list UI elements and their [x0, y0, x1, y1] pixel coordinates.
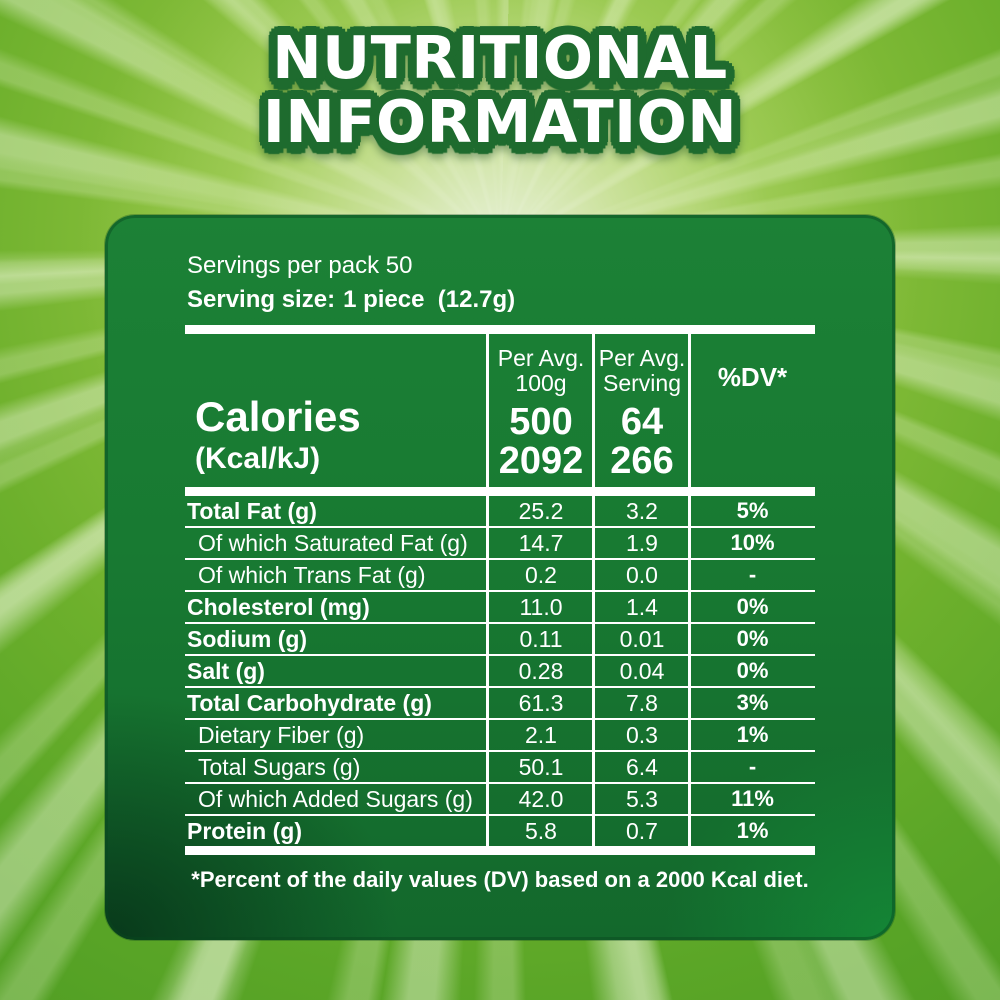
row-dv-value: - [748, 754, 757, 779]
table-row: Total Carbohydrate (g) 61.3 7.8 3% [185, 686, 815, 718]
row-dv-value: 5% [736, 498, 769, 523]
table-row: Dietary Fiber (g) 2.1 0.3 1% [185, 718, 815, 750]
col2-header-line1: Per Avg. [598, 345, 686, 371]
row-per-100g-value: 25.2 [518, 497, 564, 524]
calories-per-100g-kj: 2092 [498, 440, 584, 482]
row-per-100g-value: 0.2 [525, 561, 557, 588]
row-dv-value: 1% [736, 722, 769, 747]
row-per-serving-value: 0.3 [626, 721, 658, 748]
column-per-serving: Per Avg. Serving 64 266 [594, 334, 690, 487]
row-per-100g-value: 11.0 [519, 593, 563, 620]
calories-per-serving-kj: 266 [610, 440, 674, 482]
row-per-serving-value: 5.3 [626, 785, 658, 812]
row-label: Of which Added Sugars (g) [198, 785, 473, 812]
row-per-serving-value: 0.7 [626, 817, 658, 844]
serving-info: Servings per pack 50 Serving size: 1 piec… [187, 251, 515, 316]
row-per-serving-value: 0.04 [619, 657, 665, 684]
row-label: Salt (g) [187, 657, 265, 684]
row-label: Total Sugars (g) [198, 753, 361, 780]
table-mid-bar [185, 487, 815, 496]
title-line-1: NUTRITIONAL [272, 23, 728, 92]
row-label: Protein (g) [187, 817, 302, 844]
table-rows: Total Fat (g) 25.2 3.2 5% Of which Satur… [185, 496, 815, 846]
table-row: Total Sugars (g) 50.1 6.4 - [185, 750, 815, 782]
nutrition-table: Calories (Kcal/kJ) Per Avg. 100g 500 209… [185, 325, 815, 855]
row-dv-value: 0% [736, 594, 769, 619]
table-top-bar [185, 325, 815, 334]
calories-cell: Calories (Kcal/kJ) [185, 334, 488, 487]
table-bottom-bar [185, 846, 815, 855]
column-per-100g: Per Avg. 100g 500 2092 [488, 334, 594, 487]
row-dv-value: 3% [736, 690, 769, 715]
calories-unit: (Kcal/kJ) [195, 442, 321, 475]
row-per-serving-value: 1.9 [626, 529, 658, 556]
page-title: NUTRITIONAL INFORMATION [0, 26, 1000, 154]
row-per-serving-value: 0.0 [626, 561, 658, 588]
row-label: Total Carbohydrate (g) [187, 689, 432, 716]
row-per-100g-value: 61.3 [518, 689, 564, 716]
row-per-serving-value: 3.2 [626, 497, 658, 524]
row-per-100g-value: 5.8 [525, 817, 557, 844]
calories-label: Calories [195, 393, 361, 440]
table-row: Salt (g) 0.28 0.04 0% [185, 654, 815, 686]
title-line-2: INFORMATION [262, 87, 738, 156]
table-row: Of which Saturated Fat (g) 14.7 1.9 10% [185, 526, 815, 558]
row-label: Dietary Fiber (g) [198, 721, 365, 748]
calories-per-100g-kcal: 500 [509, 401, 573, 443]
row-dv-value: - [748, 562, 757, 587]
dv-footnote: *Percent of the daily values (DV) based … [191, 867, 809, 892]
row-per-100g-value: 14.7 [518, 529, 564, 556]
dv-header: %DV* [717, 362, 788, 392]
row-per-100g-value: 0.11 [519, 625, 563, 652]
table-header: Calories (Kcal/kJ) Per Avg. 100g 500 209… [185, 334, 815, 487]
row-dv-value: 0% [736, 626, 769, 651]
row-label: Of which Saturated Fat (g) [198, 529, 468, 556]
row-per-serving-value: 7.8 [626, 689, 658, 716]
row-per-100g-value: 0.28 [518, 657, 564, 684]
row-per-100g-value: 42.0 [518, 785, 564, 812]
table-row: Cholesterol (mg) 11.0 1.4 0% [185, 590, 815, 622]
column-divider-3 [688, 334, 691, 846]
row-label: Of which Trans Fat (g) [198, 561, 426, 588]
row-per-100g-value: 2.1 [525, 721, 557, 748]
table-row: Total Fat (g) 25.2 3.2 5% [185, 496, 815, 526]
row-per-serving-value: 6.4 [626, 753, 658, 780]
row-per-100g-value: 50.1 [518, 753, 564, 780]
col1-header-line2: 100g [515, 370, 567, 396]
serving-size: Serving size: 1 piece (12.7g) [187, 284, 515, 316]
calories-per-serving-kcal: 64 [620, 401, 664, 443]
row-dv-value: 0% [736, 658, 769, 683]
servings-per-pack: Servings per pack 50 [187, 252, 413, 279]
row-label: Sodium (g) [187, 625, 308, 652]
column-divider-1 [486, 334, 489, 846]
table-row: Of which Trans Fat (g) 0.2 0.0 - [185, 558, 815, 590]
column-divider-2 [592, 334, 595, 846]
nutrition-panel: Servings per pack 50 Serving size: 1 piec… [105, 215, 895, 940]
row-label: Cholesterol (mg) [187, 593, 370, 620]
row-dv-value: 1% [736, 818, 769, 843]
table-row: Protein (g) 5.8 0.7 1% [185, 814, 815, 846]
table-row: Sodium (g) 0.11 0.01 0% [185, 622, 815, 654]
row-dv-value: 11% [731, 786, 774, 811]
serving-size-value: 1 piece (12.7g) [343, 286, 516, 313]
table-row: Of which Added Sugars (g) 42.0 5.3 11% [185, 782, 815, 814]
serving-size-label: Serving size: [187, 286, 336, 313]
row-per-serving-value: 0.01 [619, 625, 665, 652]
row-dv-value: 10% [730, 530, 775, 555]
column-dv: %DV* [690, 334, 815, 487]
col1-header-line1: Per Avg. [497, 345, 585, 371]
row-per-serving-value: 1.4 [626, 593, 658, 620]
row-label: Total Fat (g) [187, 497, 317, 524]
col2-header-line2: Serving [603, 370, 681, 396]
